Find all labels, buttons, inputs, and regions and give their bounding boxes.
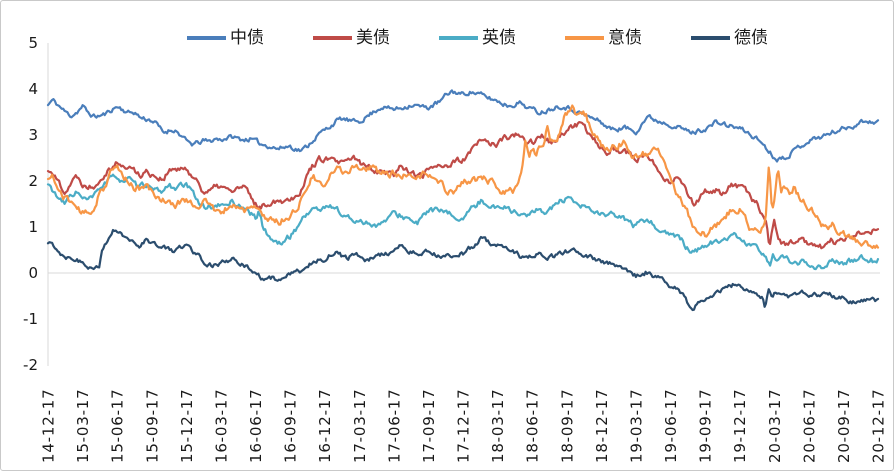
x-axis-label: 16-06-17: [247, 389, 265, 464]
x-axis-label: 15-06-17: [109, 389, 127, 464]
x-axis-label: 16-09-17: [282, 389, 300, 464]
x-axis-label: 20-06-17: [800, 389, 818, 464]
legend-item-germany: 德债: [691, 26, 768, 50]
x-axis-label: 19-12-17: [731, 389, 749, 464]
y-axis-label: 2: [28, 172, 38, 190]
series-line-uk: [46, 173, 880, 271]
x-axis-label: 17-12-17: [455, 389, 473, 464]
x-axis-label: 20-09-17: [835, 389, 853, 464]
x-axis-label: 18-09-17: [558, 389, 576, 464]
x-axis-label: 20-03-17: [766, 389, 784, 464]
y-axis-label: -1: [23, 310, 38, 328]
x-axis-label: 19-09-17: [697, 389, 715, 464]
x-axis-label: 18-03-17: [489, 389, 507, 464]
y-axis-label: 0: [28, 264, 38, 282]
legend-item-china: 中债: [187, 26, 264, 50]
y-axis-label: 4: [28, 80, 38, 98]
x-axis-label: 15-09-17: [143, 389, 161, 464]
y-axis-label: -2: [23, 356, 38, 374]
legend-label-us: 美债: [356, 28, 390, 48]
x-axis-label: 18-06-17: [524, 389, 542, 464]
legend-line-swatch-china: [187, 36, 226, 40]
series-line-us: [46, 121, 880, 250]
x-axis-label: 14-12-17: [40, 389, 58, 464]
series-line-china: [46, 89, 880, 163]
legend-line-swatch-italy: [565, 36, 604, 40]
x-axis-label: 15-03-17: [74, 389, 92, 464]
series-line-italy: [46, 104, 880, 249]
series-line-germany: [46, 228, 880, 312]
y-axis-label: 3: [28, 126, 38, 144]
x-axis-label: 19-06-17: [662, 389, 680, 464]
y-axis-label: 5: [28, 34, 38, 52]
legend-label-italy: 意债: [608, 28, 642, 48]
legend-item-italy: 意债: [565, 26, 642, 50]
x-axis-label: 17-03-17: [351, 389, 369, 464]
x-axis-label: 18-12-17: [593, 389, 611, 464]
legend-item-us: 美债: [313, 26, 390, 50]
x-axis-label: 16-03-17: [212, 389, 230, 464]
x-axis-label: 19-03-17: [627, 389, 645, 464]
legend-line-swatch-uk: [439, 36, 478, 40]
x-axis-label: 17-09-17: [420, 389, 438, 464]
legend-line-swatch-us: [313, 36, 352, 40]
chart-legend: 中债 美债 英债 意债 德债: [187, 26, 768, 50]
y-axis-label: 1: [28, 218, 38, 236]
legend-label-germany: 德债: [734, 28, 768, 48]
x-axis-label: 15-12-17: [178, 389, 196, 464]
legend-label-china: 中债: [230, 28, 264, 48]
x-axis-label: 20-12-17: [870, 389, 888, 464]
legend-label-uk: 英债: [482, 28, 516, 48]
legend-line-swatch-germany: [691, 36, 730, 40]
x-axis-label: 17-06-17: [385, 389, 403, 464]
x-axis-label: 16-12-17: [316, 389, 334, 464]
legend-item-uk: 英债: [439, 26, 516, 50]
